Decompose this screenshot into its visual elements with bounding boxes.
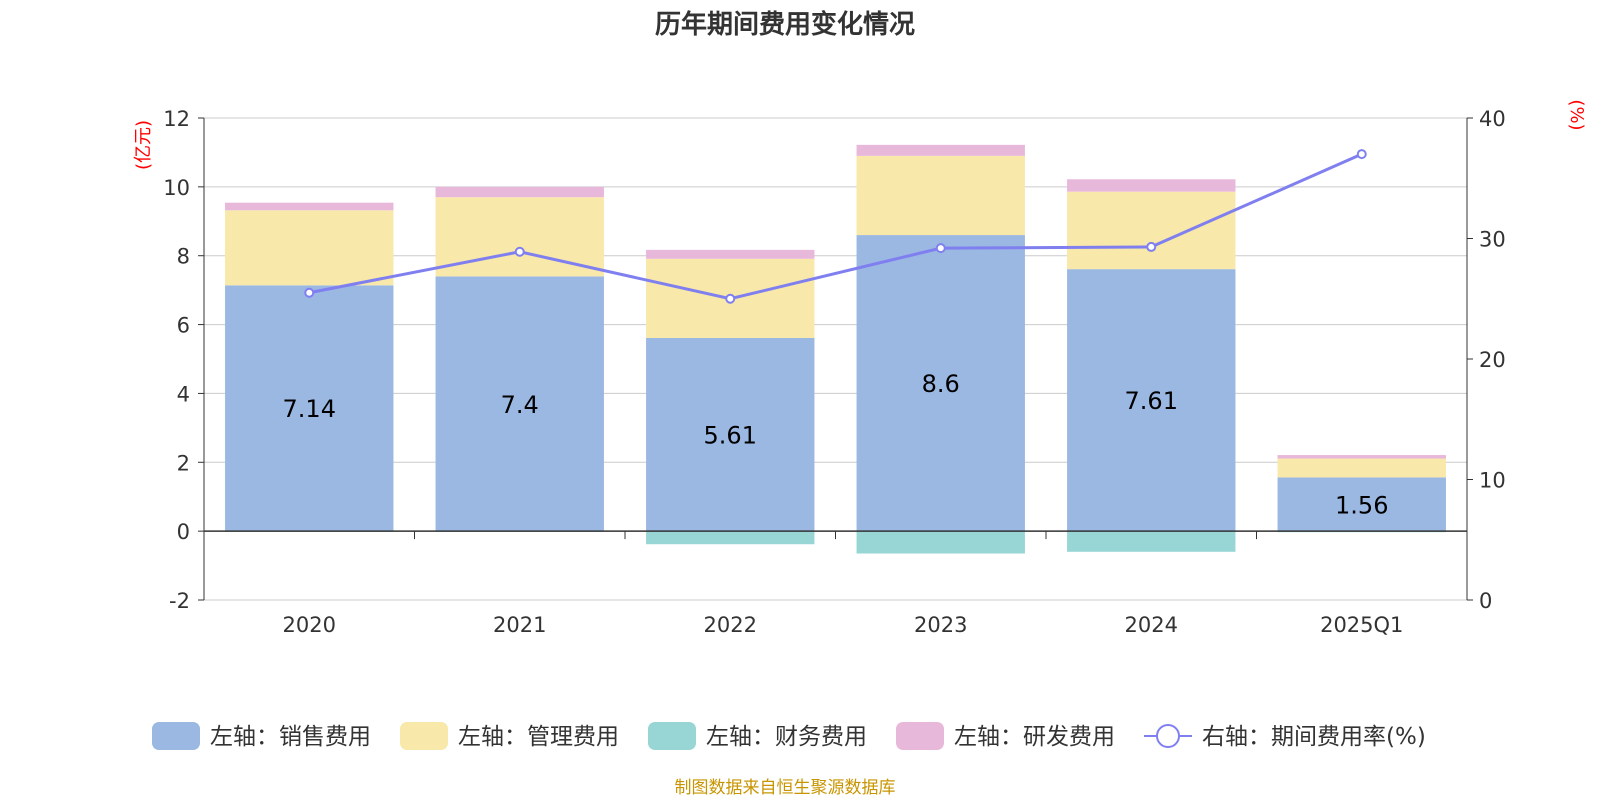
bar-segment bbox=[1067, 531, 1236, 552]
rate-line-path bbox=[308, 152, 1363, 301]
right-tick-label: 20 bbox=[1479, 348, 1506, 372]
legend-swatch bbox=[400, 722, 448, 750]
right-tick-label: 10 bbox=[1479, 469, 1506, 493]
legend-label: 左轴：管理费用 bbox=[458, 724, 619, 750]
left-tick-label: 12 bbox=[163, 107, 190, 131]
bar-segment bbox=[1067, 179, 1236, 192]
bar-segment bbox=[1277, 455, 1446, 459]
legend-swatch bbox=[152, 722, 200, 750]
rate-line-point bbox=[304, 287, 315, 298]
bar-segment bbox=[225, 210, 394, 286]
rate-line-point bbox=[725, 293, 736, 304]
bar-segment bbox=[1067, 191, 1236, 270]
category-label: 2020 bbox=[283, 613, 336, 637]
bar-segment bbox=[856, 235, 1025, 532]
legend-marker-swatch bbox=[1156, 724, 1180, 748]
right-tick-label: 0 bbox=[1479, 589, 1492, 613]
bar-segment bbox=[1067, 269, 1236, 532]
legend-swatch bbox=[648, 722, 696, 750]
category-label: 2022 bbox=[704, 613, 757, 637]
bar-value-label: 8.6 bbox=[922, 370, 960, 398]
left-axis-unit: (亿元) bbox=[133, 120, 154, 170]
rate-line-point bbox=[1356, 149, 1367, 160]
legend-swatch bbox=[896, 722, 944, 750]
category-label: 2023 bbox=[914, 613, 967, 637]
right-tick-label: 40 bbox=[1479, 107, 1506, 131]
legend: 左轴：销售费用 左轴：管理费用 左轴：财务费用 左轴：研发费用 右轴：期间费用率(%) bbox=[152, 722, 1426, 750]
left-tick-label: -2 bbox=[169, 589, 190, 613]
grid-lines bbox=[204, 117, 1467, 601]
bar-segment bbox=[646, 249, 815, 259]
left-tick-label: 4 bbox=[177, 382, 190, 406]
rate-line-point bbox=[514, 246, 525, 257]
rate-line-point bbox=[935, 243, 946, 254]
bar-value-label: 7.61 bbox=[1125, 387, 1178, 415]
bar-segment bbox=[1277, 458, 1446, 478]
left-tick-label: 2 bbox=[177, 451, 190, 475]
left-tick-label: 8 bbox=[177, 245, 190, 269]
legend-label: 右轴：期间费用率(%) bbox=[1202, 724, 1426, 750]
legend-label: 左轴：财务费用 bbox=[706, 724, 867, 750]
legend-label: 左轴：研发费用 bbox=[954, 724, 1115, 750]
right-tick-label: 30 bbox=[1479, 228, 1506, 252]
bar-value-label: 1.56 bbox=[1335, 491, 1388, 519]
right-axis-unit: (%) bbox=[1566, 99, 1587, 130]
left-tick-label: 6 bbox=[177, 314, 190, 338]
bar-segment bbox=[856, 144, 1025, 156]
rate-line-point bbox=[1146, 241, 1157, 252]
bar-value-label: 7.4 bbox=[501, 391, 539, 419]
bars bbox=[225, 144, 1446, 554]
left-tick-label: 0 bbox=[177, 520, 190, 544]
bar-segment bbox=[435, 276, 604, 532]
bar-value-label: 7.14 bbox=[283, 395, 336, 423]
bar-segment bbox=[1277, 477, 1446, 532]
bar-segment bbox=[225, 285, 394, 532]
bar-segment bbox=[646, 531, 815, 545]
source-note: 制图数据来自恒生聚源数据库 bbox=[675, 778, 896, 798]
bar-value-label: 5.61 bbox=[704, 422, 757, 450]
legend-label: 左轴：销售费用 bbox=[210, 724, 371, 750]
rate-line bbox=[304, 149, 1367, 304]
category-label: 2025Q1 bbox=[1320, 613, 1403, 637]
chart-title: 历年期间费用变化情况 bbox=[655, 9, 915, 40]
bar-segment bbox=[646, 337, 815, 532]
left-tick-label: 10 bbox=[163, 176, 190, 200]
category-label: 2024 bbox=[1125, 613, 1178, 637]
category-label: 2021 bbox=[493, 613, 546, 637]
bar-segment bbox=[856, 531, 1025, 554]
bar-segment bbox=[225, 202, 394, 211]
bar-segment bbox=[435, 186, 604, 198]
data-labels: 7.14 7.4 5.61 8.6 7.61 1.56 bbox=[283, 370, 1389, 519]
bar-segment bbox=[856, 155, 1025, 236]
